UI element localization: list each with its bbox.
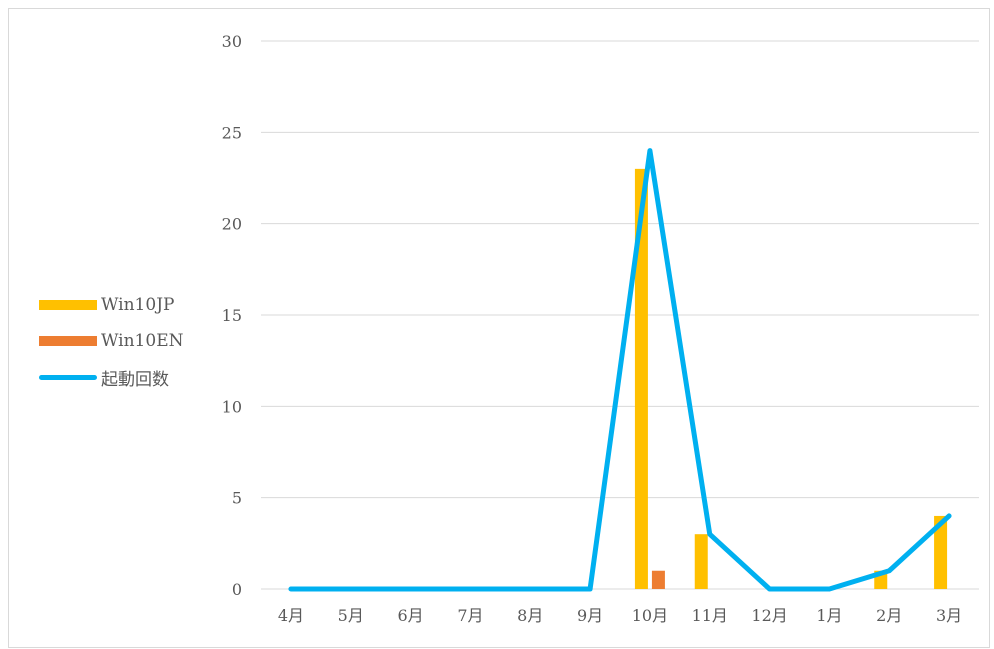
- y-tick-label-0: 0: [232, 580, 242, 599]
- line-series: [288, 148, 952, 592]
- x-tick-label-1: 5月: [338, 606, 364, 625]
- y-tick-label-15: 15: [222, 306, 242, 325]
- legend: Win10JP Win10EN 起動回数: [39, 287, 183, 395]
- x-tick-label-9: 1月: [816, 606, 842, 625]
- y-tick-label-10: 10: [222, 397, 242, 416]
- y-tick-label-20: 20: [222, 215, 242, 234]
- legend-swatch-launch-count: [39, 374, 97, 380]
- bar-win10jp-11: [934, 515, 948, 589]
- x-tick-label-4: 8月: [517, 606, 543, 625]
- gridlines: [261, 40, 979, 590]
- legend-item-win10jp: Win10JP: [39, 287, 183, 323]
- x-tick-label-0: 4月: [278, 606, 304, 625]
- y-axis-ticks: 0 5 10 15 20 25 30: [222, 32, 242, 599]
- x-tick-label-10: 2月: [876, 606, 902, 625]
- legend-label-launch-count: 起動回数: [101, 369, 169, 390]
- chart-frame: 0 5 10 15 20 25 30 4月 5月 6月 7月 8月 9月 10月 11月 12月 1月 2月 3月…: [8, 8, 990, 648]
- x-tick-label-2: 6月: [397, 606, 423, 625]
- chart-plot: 0 5 10 15 20 25 30 4月 5月 6月 7月 8月 9月 10月 11月 12月 1月 2月 3月: [222, 32, 979, 625]
- x-tick-label-3: 7月: [457, 606, 483, 625]
- x-tick-label-5: 9月: [577, 606, 603, 625]
- x-tick-label-8: 12月: [751, 606, 787, 625]
- bar-win10jp-7: [694, 534, 708, 589]
- x-axis-ticks: 4月 5月 6月 7月 8月 9月 10月 11月 12月 1月 2月 3月: [278, 606, 962, 625]
- legend-label-win10jp: Win10JP: [101, 295, 175, 315]
- bars: [634, 168, 948, 589]
- y-tick-label-30: 30: [222, 32, 242, 51]
- legend-swatch-win10en: [39, 336, 97, 346]
- line-launch-count: [288, 148, 952, 592]
- legend-swatch-win10jp: [39, 300, 97, 310]
- legend-item-launch-count: 起動回数: [39, 359, 183, 395]
- y-tick-label-25: 25: [222, 123, 242, 142]
- bar-win10jp-6: [634, 168, 648, 589]
- x-tick-label-7: 11月: [692, 606, 728, 625]
- bar-win10en-6: [651, 570, 665, 589]
- legend-item-win10en: Win10EN: [39, 323, 183, 359]
- legend-label-win10en: Win10EN: [101, 331, 184, 351]
- x-tick-label-11: 3月: [936, 606, 962, 625]
- y-tick-label-5: 5: [232, 489, 242, 508]
- x-tick-label-6: 10月: [632, 606, 668, 625]
